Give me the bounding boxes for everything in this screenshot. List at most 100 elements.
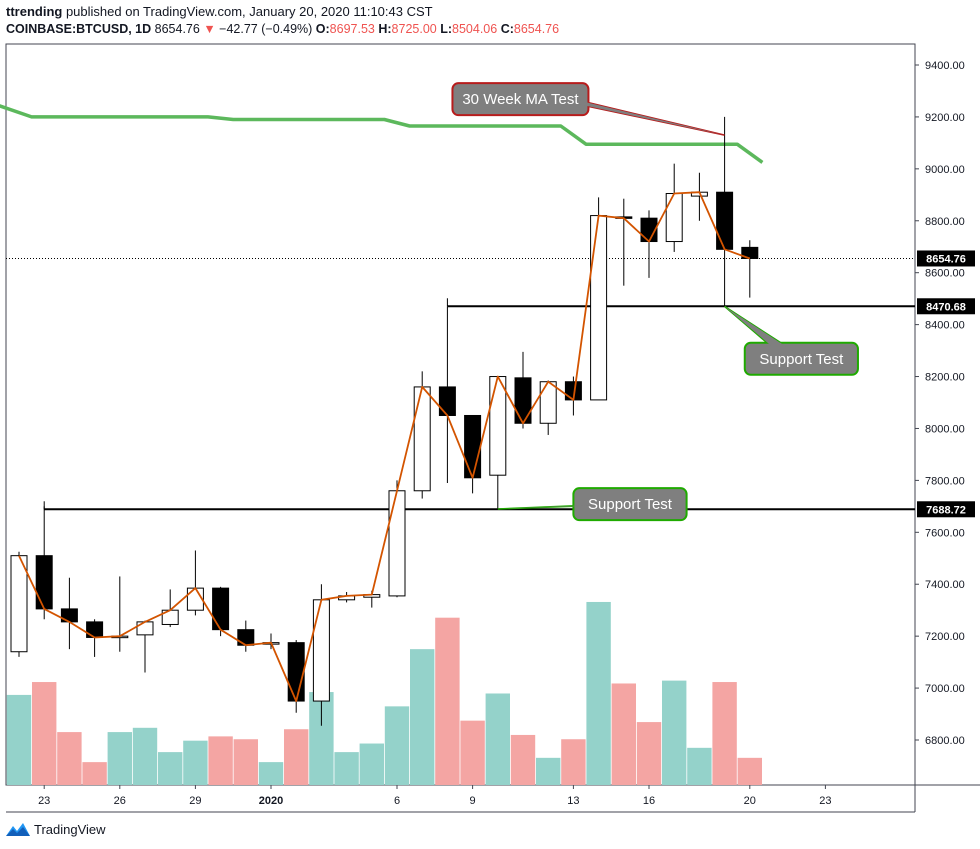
candle-body bbox=[539, 381, 557, 424]
time-tick-label: 26 bbox=[114, 795, 126, 807]
volume-bar bbox=[561, 739, 586, 785]
volume-bar bbox=[284, 729, 309, 785]
level-price-label: 7688.72 bbox=[917, 501, 975, 518]
symbol-label[interactable]: COINBASE:BTCUSD, 1D bbox=[6, 22, 152, 36]
price-tick-label: 8000.00 bbox=[925, 423, 965, 435]
low-value: 8504.06 bbox=[452, 22, 498, 36]
annotation-callout: Support Test bbox=[724, 305, 859, 376]
volume-bar bbox=[662, 680, 687, 785]
axis-label-text: 8654.76 bbox=[926, 253, 966, 265]
candle-body bbox=[464, 414, 482, 479]
price-axis: 9400.00 9200.00 9000.00 8800.00 8600.00 8400.… bbox=[915, 60, 965, 747]
tradingview-logo-icon bbox=[6, 823, 30, 836]
callout-pointer-fill bbox=[554, 99, 725, 136]
volume-bar bbox=[132, 727, 158, 785]
candle-body bbox=[514, 377, 532, 424]
callout-box bbox=[451, 82, 590, 117]
price-tick-label: 7800.00 bbox=[925, 475, 965, 487]
candle-body bbox=[388, 490, 406, 597]
volume-bar bbox=[410, 649, 435, 785]
candle-body bbox=[438, 386, 456, 416]
price-tick-label: 9400.00 bbox=[925, 60, 965, 72]
volume-bar bbox=[334, 752, 359, 785]
price-tick-label: 6800.00 bbox=[925, 735, 965, 747]
price-change: −42.77 (−0.49%) bbox=[219, 22, 313, 36]
down-arrow-icon: ▼ bbox=[203, 22, 216, 36]
volume-bar bbox=[737, 757, 762, 785]
tradingview-brand[interactable]: TradingView bbox=[34, 822, 106, 837]
candle-body bbox=[35, 555, 53, 610]
candle-body bbox=[413, 386, 431, 492]
candle-body bbox=[590, 215, 608, 401]
low-label: L: bbox=[440, 22, 453, 36]
volume-bar bbox=[6, 694, 32, 785]
price-tick-label: 8800.00 bbox=[925, 216, 965, 228]
ohlc-line: COINBASE:BTCUSD, 1D 8654.76 ▼ −42.77 (−0… bbox=[6, 22, 559, 36]
annotation-callout: 30 Week MA Test bbox=[451, 82, 725, 136]
time-tick-label: 29 bbox=[189, 795, 201, 807]
high-value: 8725.00 bbox=[391, 22, 437, 36]
axis-label-bg bbox=[917, 501, 975, 518]
last-price: 8654.76 bbox=[154, 22, 200, 36]
price-tick-label: 7000.00 bbox=[925, 683, 965, 695]
price-tick-label: 7400.00 bbox=[925, 579, 965, 591]
price-tick-label: 8200.00 bbox=[925, 372, 965, 384]
ma-30-week-line bbox=[0, 104, 764, 164]
volume-bar bbox=[536, 757, 561, 785]
time-tick-label: 6 bbox=[394, 795, 400, 807]
candle-body bbox=[716, 191, 734, 250]
volume-bar bbox=[82, 762, 107, 785]
open-label: O: bbox=[315, 22, 330, 36]
candle-body bbox=[287, 642, 305, 702]
current-price-label: 8654.76 bbox=[917, 250, 975, 267]
author-name[interactable]: ttrending bbox=[6, 4, 63, 19]
price-tick-label: 9200.00 bbox=[925, 112, 965, 124]
volume-bar bbox=[460, 720, 485, 785]
high-label: H: bbox=[378, 22, 392, 36]
time-axis: 23 26 29 2020 6 9 13 16 20 23 bbox=[38, 785, 832, 807]
volume-bar bbox=[712, 682, 737, 785]
time-tick-label: 9 bbox=[470, 795, 476, 807]
volume-bar bbox=[435, 617, 460, 785]
volume-bar bbox=[636, 722, 662, 785]
price-tick-label: 8600.00 bbox=[925, 268, 965, 280]
volume-bar bbox=[359, 743, 384, 785]
callout-pointer-fill bbox=[497, 504, 634, 509]
candle-body bbox=[665, 193, 683, 243]
candle-body bbox=[312, 599, 330, 702]
volume-bar bbox=[384, 706, 410, 785]
annotation-callout: Support Test bbox=[497, 487, 688, 522]
price-tick-label: 7200.00 bbox=[925, 631, 965, 643]
candle-body bbox=[212, 587, 230, 631]
price-tick-label: 8400.00 bbox=[925, 320, 965, 332]
callout-label: Support Test bbox=[759, 351, 844, 368]
time-tick-label: 16 bbox=[643, 795, 655, 807]
volume-bar bbox=[208, 736, 233, 785]
volume-bar bbox=[485, 693, 510, 785]
candles bbox=[10, 116, 759, 726]
candle-body bbox=[86, 621, 104, 638]
candle-body bbox=[10, 555, 28, 653]
candle-body bbox=[136, 621, 154, 636]
close-price-line bbox=[18, 191, 751, 702]
callout-label: Support Test bbox=[588, 496, 673, 513]
callout-pointer-fill bbox=[724, 306, 805, 359]
volume-bar bbox=[586, 601, 611, 785]
time-tick-label: 23 bbox=[38, 795, 50, 807]
axis-label-bg bbox=[917, 250, 975, 267]
axis-label-text: 7688.72 bbox=[926, 504, 966, 516]
close-label: C: bbox=[500, 22, 514, 36]
volume-bar bbox=[32, 682, 57, 785]
open-value: 8697.53 bbox=[329, 22, 375, 36]
callout-label: 30 Week MA Test bbox=[462, 91, 579, 108]
close-value: 8654.76 bbox=[513, 22, 560, 36]
time-tick-label: 2020 bbox=[259, 795, 283, 807]
volume-bar bbox=[57, 732, 82, 785]
volume-bar bbox=[107, 732, 132, 785]
price-tick-label: 9000.00 bbox=[925, 164, 965, 176]
volume-bar bbox=[258, 762, 284, 785]
price-tick-label: 7600.00 bbox=[925, 527, 965, 539]
volume-bar bbox=[183, 740, 208, 785]
candle-body bbox=[489, 376, 507, 476]
